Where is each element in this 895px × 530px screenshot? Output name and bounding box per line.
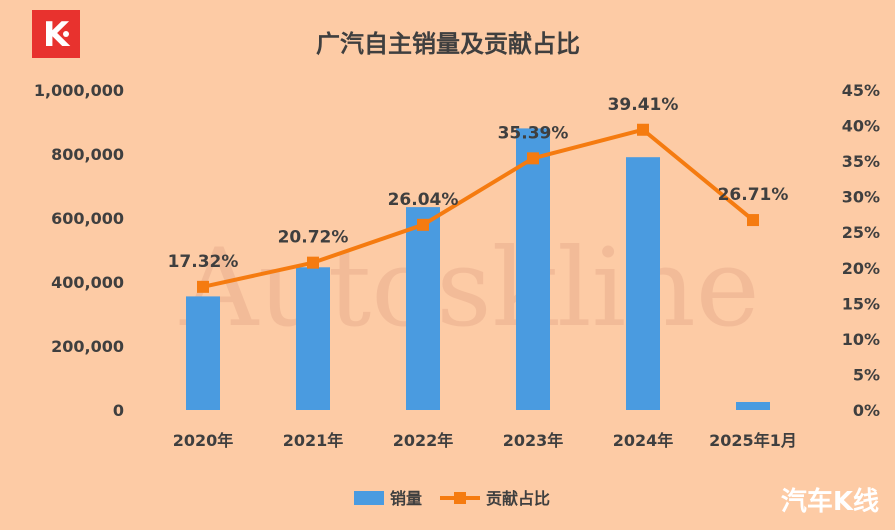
y-right-tick-label: 20%: [842, 259, 880, 278]
x-tick-label: 2025年1月: [709, 431, 797, 450]
data-label-share: 20.72%: [278, 228, 349, 248]
line-point-share: [637, 123, 649, 136]
line-point-share: [197, 280, 209, 293]
x-tick-label: 2023年: [503, 431, 564, 450]
y-right-tick-label: 5%: [853, 365, 880, 384]
bar-sales: [516, 128, 550, 410]
data-label-share: 35.39%: [498, 123, 569, 143]
bar-sales: [406, 207, 440, 410]
legend-swatch-share-marker: [454, 492, 466, 504]
line-point-share: [307, 256, 319, 269]
k-logo-icon: K: [43, 15, 71, 55]
legend-swatch-sales: [354, 491, 384, 505]
line-share: [202, 127, 755, 289]
x-tick-label: 2024年: [613, 431, 674, 450]
watermark: Autoskline: [179, 226, 759, 351]
y-right-tick-label: 45%: [842, 81, 880, 100]
y-right-tick-label: 40%: [842, 117, 880, 136]
x-tick-label: 2020年: [173, 431, 234, 450]
bar-sales: [626, 157, 660, 410]
legend-label-sales: 销量: [390, 489, 422, 508]
logo-badge: K: [32, 10, 80, 58]
y-left-tick-label: 0: [113, 401, 124, 420]
chart-title: 广汽自主销量及贡献占比: [316, 30, 580, 58]
y-right-tick-label: 25%: [842, 223, 880, 242]
line-point-share: [417, 218, 429, 231]
data-label-share: 17.32%: [168, 252, 239, 272]
line-point-share: [747, 214, 759, 227]
footer-brand-text: 汽车K线: [780, 487, 879, 517]
bar-sales: [186, 296, 220, 410]
line-point-share: [527, 152, 539, 165]
y-right-tick-label: 35%: [842, 152, 880, 171]
x-tick-label: 2022年: [393, 431, 454, 450]
data-label-share: 39.41%: [608, 95, 679, 115]
y-right-tick-label: 30%: [842, 188, 880, 207]
y-left-tick-label: 200,000: [51, 337, 124, 356]
y-right-tick-label: 15%: [842, 294, 880, 313]
y-left-tick-label: 1,000,000: [34, 81, 124, 100]
y-right-tick-label: 0%: [853, 401, 880, 420]
x-tick-label: 2021年: [283, 431, 344, 450]
y-left-tick-label: 800,000: [51, 145, 124, 164]
bar-sales: [736, 402, 770, 410]
y-left-tick-label: 400,000: [51, 273, 124, 292]
data-label-share: 26.71%: [718, 185, 789, 205]
y-left-tick-label: 600,000: [51, 209, 124, 228]
bar-sales: [296, 267, 330, 410]
data-label-share: 26.04%: [388, 190, 459, 210]
legend-label-share: 贡献占比: [486, 489, 550, 508]
y-right-tick-label: 10%: [842, 330, 880, 349]
